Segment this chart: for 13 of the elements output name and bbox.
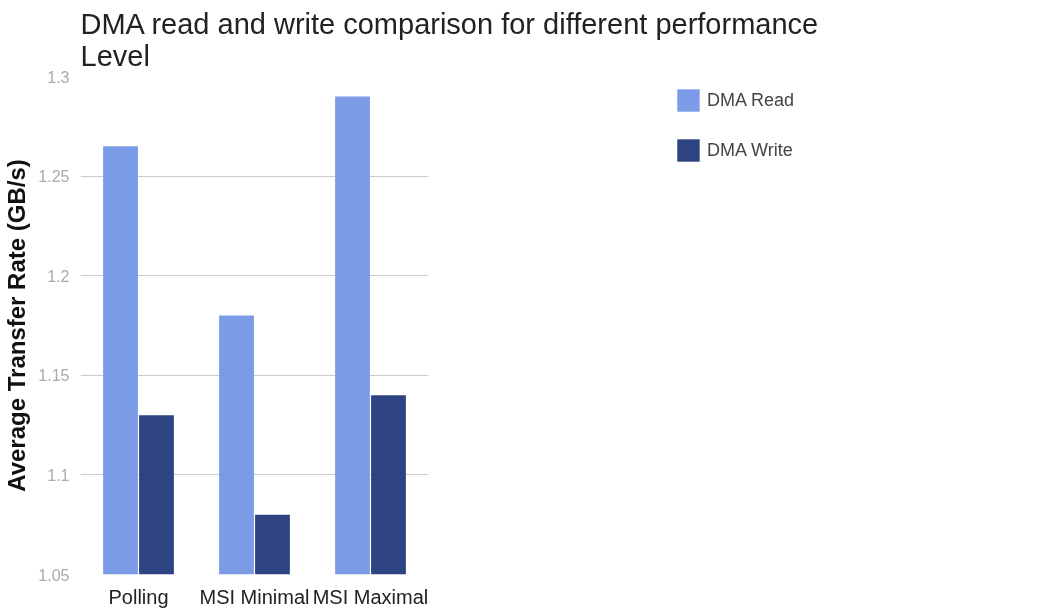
legend-label: DMA Read — [706, 89, 795, 111]
y-tick-label: 1.2 — [47, 267, 70, 285]
y-tick-label: 1.25 — [38, 168, 70, 186]
y-tick-label: 1.3 — [47, 68, 70, 86]
chart-title: DMA read and write comparison for different performance Level — [80, 7, 819, 72]
x-tick-label: MSI Minimal — [199, 585, 310, 608]
y-tick-label: 1.05 — [38, 566, 70, 584]
legend-label: DMA Write — [706, 139, 793, 161]
y-tick-label: 1.15 — [38, 367, 70, 385]
y-axis-title: Average Transfer Rate (GB/s) — [3, 159, 31, 492]
x-tick-label: MSI Maximal — [312, 585, 429, 608]
y-tick-label: 1.1 — [47, 466, 70, 484]
x-tick-label: Polling — [108, 585, 169, 608]
